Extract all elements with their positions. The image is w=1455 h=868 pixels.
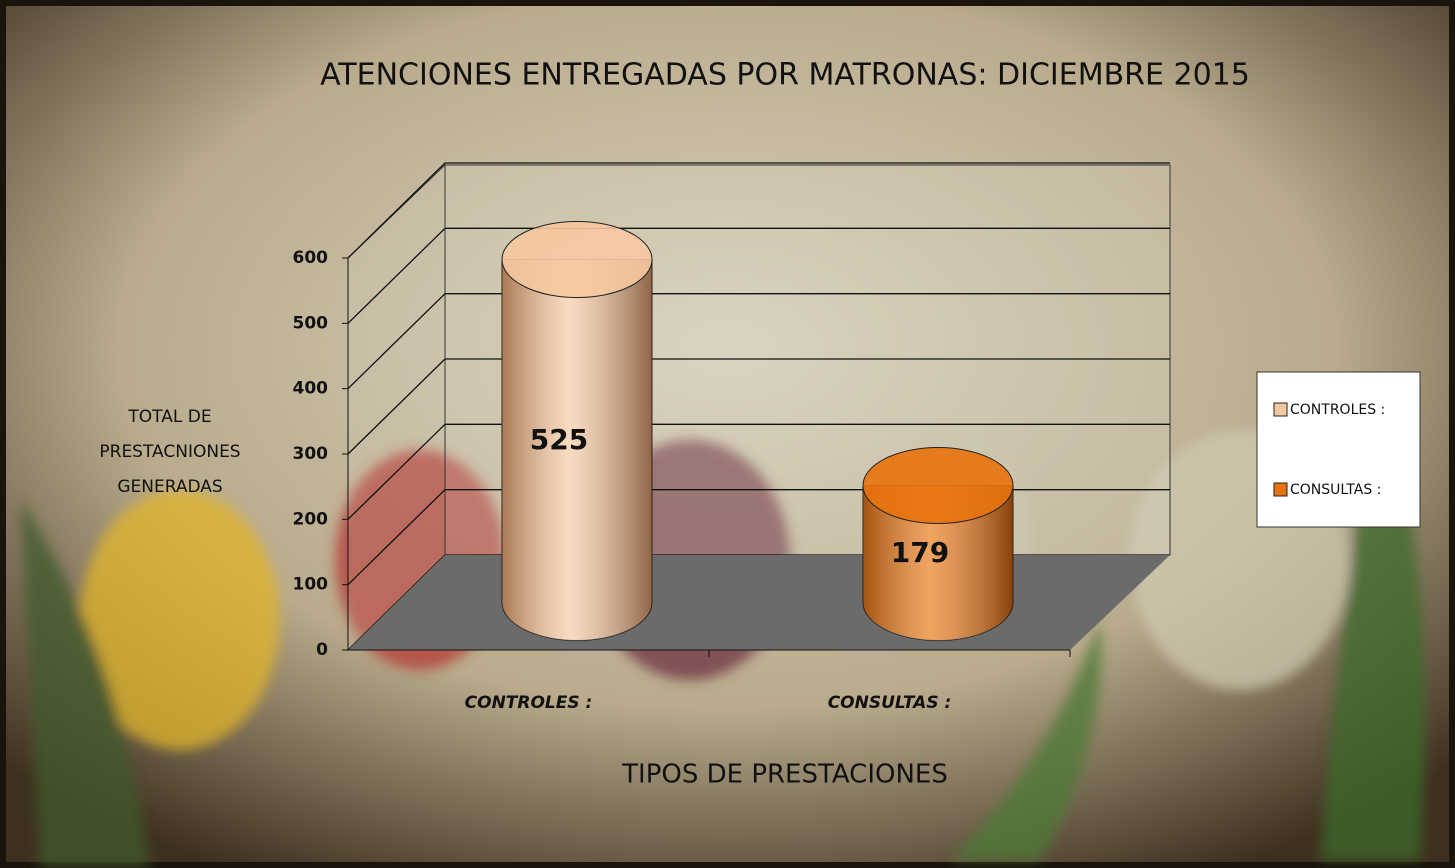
y-tick-label: 300 [293, 444, 329, 464]
bar-top [502, 222, 652, 298]
y-tick-label: 200 [293, 509, 329, 529]
x-axis-title: TIPOS DE PRESTACIONES [621, 760, 948, 790]
legend-swatch [1274, 483, 1287, 496]
legend-label: CONSULTAS : [1290, 482, 1381, 498]
chart-title: ATENCIONES ENTREGADAS POR MATRONAS: DICI… [320, 58, 1250, 93]
y-tick-label: 600 [293, 248, 329, 268]
y-tick-label: 400 [293, 379, 329, 399]
y-tick-label: 500 [293, 313, 329, 333]
data-label: 179 [891, 536, 949, 569]
legend [1257, 372, 1420, 527]
x-tick-label: CONTROLES : [465, 693, 593, 713]
legend-swatch [1274, 403, 1287, 416]
legend-label: CONTROLES : [1290, 402, 1385, 418]
data-label: 525 [530, 423, 588, 456]
page: ATENCIONES ENTREGADAS POR MATRONAS: DICI… [0, 0, 1455, 868]
floor [348, 555, 1170, 650]
y-axis-title: TOTAL DE PRESTACNIONES GENERADAS [70, 400, 270, 505]
y-tick-label: 100 [293, 575, 329, 595]
bar-top [863, 448, 1013, 524]
x-tick-label: CONSULTAS : [828, 693, 952, 713]
y-tick-label: 0 [316, 640, 328, 660]
